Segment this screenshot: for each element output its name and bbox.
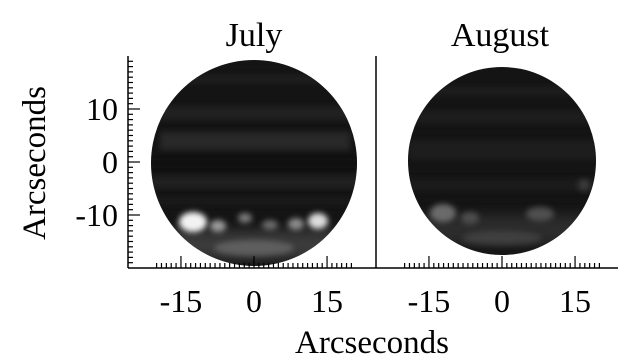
panel-title-august: August — [451, 17, 550, 54]
x-tick-label: 15 — [559, 283, 591, 319]
x-tick-label: 0 — [246, 283, 262, 319]
y-tick-label: -10 — [75, 197, 118, 233]
panel-title-july: July — [226, 17, 283, 54]
y-axis-label: Arcseconds — [17, 86, 53, 240]
y-tick-label: 0 — [102, 144, 118, 180]
x-axis-label: Arcseconds — [295, 325, 449, 361]
july-disk-image — [150, 60, 360, 266]
x-tick-label: -15 — [160, 283, 203, 319]
y-tick-label: 10 — [86, 91, 118, 127]
x-tick-label: -15 — [408, 283, 451, 319]
august-disk-image — [408, 67, 598, 255]
x-tick-label: 0 — [494, 283, 510, 319]
x-tick-label: 15 — [311, 283, 343, 319]
